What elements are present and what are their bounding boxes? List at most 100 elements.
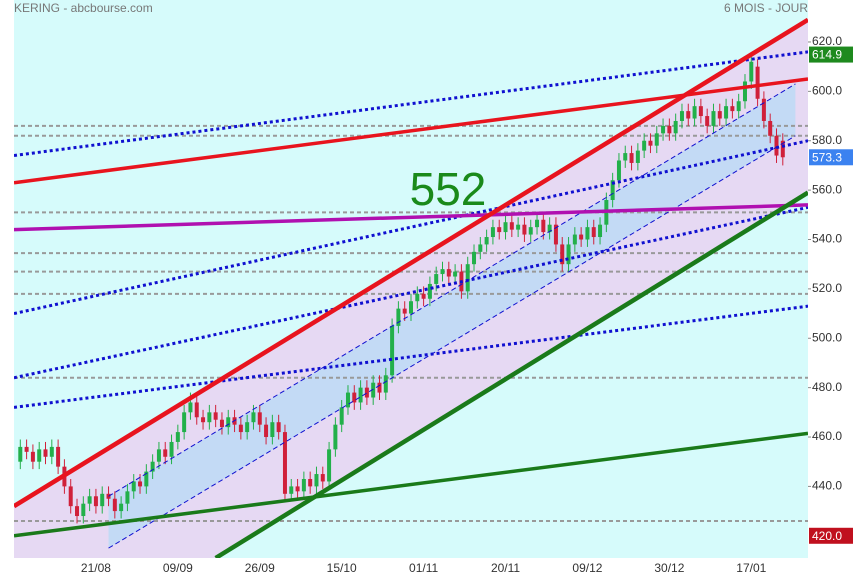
candle-body bbox=[371, 382, 376, 398]
candle-body bbox=[705, 116, 710, 126]
candle-body bbox=[503, 222, 508, 233]
candle-body bbox=[585, 227, 590, 240]
candle-body bbox=[352, 392, 357, 403]
candle-body bbox=[427, 283, 432, 299]
candle-body bbox=[245, 422, 250, 433]
axis: 440.0 460.0 480.0 500.0 520.0 540.0 560.0 580.0… bbox=[81, 34, 853, 575]
candle-body bbox=[37, 449, 42, 462]
candle-body bbox=[68, 486, 73, 507]
candle-body bbox=[390, 325, 395, 376]
y-tick-label: 480.0 bbox=[812, 380, 842, 394]
x-tick-label: 15/10 bbox=[327, 561, 357, 575]
candle-body bbox=[18, 446, 23, 462]
candle-body bbox=[308, 478, 313, 487]
candle-body bbox=[238, 424, 243, 433]
candle-body bbox=[724, 106, 729, 119]
candle-body bbox=[560, 244, 565, 265]
candle-body bbox=[320, 474, 325, 482]
candle-body bbox=[270, 422, 275, 438]
candle-body bbox=[138, 481, 143, 487]
candle-body bbox=[87, 496, 92, 504]
y-tick-label: 460.0 bbox=[812, 429, 842, 443]
candle-body bbox=[383, 375, 388, 393]
trend-line bbox=[14, 50, 808, 158]
candle-body bbox=[264, 424, 269, 438]
candle-body bbox=[144, 471, 149, 487]
candle-body bbox=[566, 244, 571, 265]
candle-body bbox=[43, 449, 48, 457]
candle-body bbox=[327, 449, 332, 482]
candle-body bbox=[453, 271, 458, 277]
candle-body bbox=[213, 412, 218, 420]
candle-body bbox=[528, 227, 533, 235]
candle-body bbox=[490, 227, 495, 238]
candle-body bbox=[749, 61, 754, 82]
price-tag bbox=[809, 46, 853, 63]
price-tag bbox=[809, 527, 853, 544]
x-tick-label: 21/08 bbox=[81, 561, 111, 575]
candle-body bbox=[446, 269, 451, 277]
candle-body bbox=[377, 382, 382, 393]
candle-body bbox=[629, 153, 634, 163]
candle-body bbox=[661, 125, 666, 134]
candle-body bbox=[478, 244, 483, 252]
candle-body bbox=[616, 160, 621, 181]
candle-body bbox=[81, 503, 86, 517]
chart-subtitle: 6 MOIS - JOUR bbox=[724, 1, 808, 15]
plot-area bbox=[14, 17, 808, 558]
trend-line bbox=[108, 83, 796, 497]
candle-body bbox=[717, 111, 722, 119]
candle-body bbox=[768, 120, 773, 136]
candle-body bbox=[547, 224, 552, 233]
candle-body bbox=[194, 402, 199, 418]
candle-body bbox=[591, 227, 596, 238]
candle-body bbox=[276, 422, 281, 433]
candle-body bbox=[642, 140, 647, 151]
candle-body bbox=[535, 219, 540, 228]
trend-line bbox=[14, 17, 808, 509]
candle-body bbox=[100, 493, 105, 507]
candle-body bbox=[648, 140, 653, 146]
candle-body bbox=[24, 446, 29, 452]
candle-body bbox=[295, 486, 300, 492]
candle-body bbox=[251, 412, 256, 423]
candle-body bbox=[182, 412, 187, 433]
y-tick-label: 440.0 bbox=[812, 479, 842, 493]
candle-body bbox=[207, 412, 212, 423]
y-tick-label: 540.0 bbox=[812, 232, 842, 246]
trend-line bbox=[14, 203, 808, 232]
trend-line bbox=[14, 304, 808, 409]
x-tick-label: 30/12 bbox=[654, 561, 684, 575]
y-tick-label: 500.0 bbox=[812, 330, 842, 344]
price-tag-label: 614.9 bbox=[812, 48, 842, 62]
candle-body bbox=[49, 446, 54, 457]
candle-body bbox=[610, 180, 615, 200]
price-tag bbox=[809, 149, 853, 166]
candle-body bbox=[421, 293, 426, 299]
candle-body bbox=[509, 222, 514, 230]
candle-body bbox=[282, 432, 287, 494]
x-tick-label: 09/09 bbox=[163, 561, 193, 575]
x-tick-label: 01/11 bbox=[409, 561, 438, 575]
candle-body bbox=[409, 301, 413, 314]
candle-body bbox=[257, 412, 262, 425]
candle-body bbox=[345, 392, 350, 408]
candle-body bbox=[301, 478, 306, 492]
chart-title: KERING - abcbourse.com bbox=[14, 1, 153, 15]
candle-body bbox=[30, 451, 35, 462]
candle-body bbox=[774, 135, 779, 156]
candle-body bbox=[201, 417, 206, 423]
trend-line bbox=[14, 77, 808, 185]
candle-body bbox=[553, 224, 558, 245]
candle-body bbox=[686, 111, 691, 119]
candle-body bbox=[289, 486, 294, 494]
candle-body bbox=[742, 81, 747, 102]
y-tick-label: 580.0 bbox=[812, 133, 842, 147]
candle-body bbox=[402, 308, 407, 314]
candle-body bbox=[654, 133, 659, 146]
candle-body bbox=[465, 264, 470, 292]
y-tick-label: 520.0 bbox=[812, 281, 842, 295]
trend-line bbox=[214, 190, 808, 558]
candle-body bbox=[761, 98, 766, 121]
